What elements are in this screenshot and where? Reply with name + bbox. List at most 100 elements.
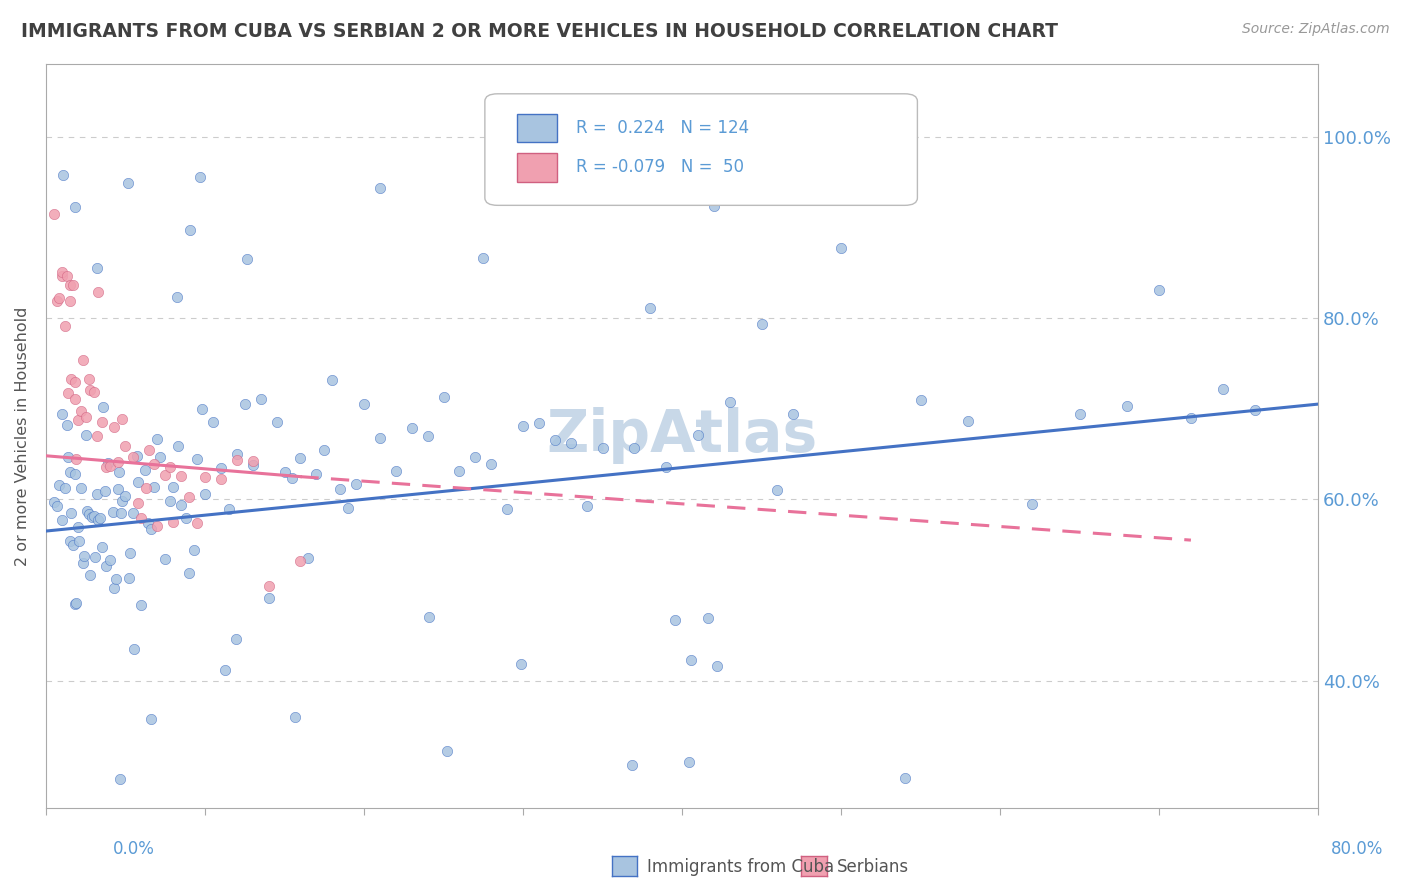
Point	[46, 293, 69, 308]
Text: Immigrants from Cuba: Immigrants from Cuba	[647, 858, 834, 876]
Point	[242, 458, 264, 472]
Point	[65, 597, 87, 611]
Point	[235, 252, 257, 266]
Point	[177, 490, 200, 504]
Point	[155, 467, 177, 482]
Point	[1021, 497, 1043, 511]
Point	[46, 499, 69, 513]
Point	[83, 385, 105, 400]
Point	[98, 458, 121, 473]
Point	[60, 507, 83, 521]
Point	[98, 553, 121, 567]
Point	[766, 483, 789, 498]
Point	[464, 450, 486, 464]
Point	[146, 432, 169, 446]
Point	[77, 507, 100, 521]
Point	[127, 475, 149, 490]
Point	[63, 597, 86, 611]
Point	[76, 503, 98, 517]
Text: Serbians: Serbians	[837, 858, 908, 876]
Point	[167, 439, 190, 453]
Point	[73, 549, 96, 563]
Point	[90, 415, 112, 429]
Point	[55, 268, 77, 283]
Point	[107, 455, 129, 469]
Point	[678, 755, 700, 769]
Point	[233, 397, 256, 411]
Point	[281, 471, 304, 485]
Point	[496, 501, 519, 516]
Point	[170, 498, 193, 512]
Point	[337, 500, 360, 515]
Point	[830, 241, 852, 255]
Point	[86, 487, 108, 501]
Point	[75, 428, 97, 442]
Point	[314, 442, 336, 457]
Point	[242, 454, 264, 468]
Point	[510, 657, 533, 671]
Point	[686, 427, 709, 442]
Point	[108, 465, 131, 479]
Point	[60, 372, 83, 386]
Point	[162, 516, 184, 530]
Point	[194, 487, 217, 501]
Text: IMMIGRANTS FROM CUBA VS SERBIAN 2 OR MORE VEHICLES IN HOUSEHOLD CORRELATION CHAR: IMMIGRANTS FROM CUBA VS SERBIAN 2 OR MOR…	[21, 22, 1059, 41]
Point	[1069, 408, 1091, 422]
Point	[329, 482, 352, 496]
Point	[59, 533, 82, 548]
Point	[143, 458, 166, 472]
Point	[97, 456, 120, 470]
Point	[131, 599, 153, 613]
Point	[138, 443, 160, 458]
Point	[108, 772, 131, 786]
Point	[63, 375, 86, 389]
Point	[782, 407, 804, 421]
Point	[191, 402, 214, 417]
Point	[53, 318, 76, 333]
Point	[122, 450, 145, 464]
Point	[122, 641, 145, 656]
Point	[544, 433, 567, 447]
Point	[139, 522, 162, 536]
Point	[149, 450, 172, 465]
Point	[120, 546, 142, 560]
Text: R =  0.224   N = 124: R = 0.224 N = 124	[576, 119, 749, 137]
Point	[957, 414, 980, 428]
Point	[118, 571, 141, 585]
Point	[125, 449, 148, 463]
Point	[110, 507, 132, 521]
Point	[273, 465, 295, 479]
Point	[134, 462, 156, 476]
Point	[94, 483, 117, 498]
Point	[893, 771, 915, 785]
Point	[83, 509, 105, 524]
Point	[114, 489, 136, 503]
Point	[174, 510, 197, 524]
Point	[53, 481, 76, 495]
Point	[527, 416, 550, 430]
Point	[297, 550, 319, 565]
Point	[368, 431, 391, 445]
Point	[55, 418, 77, 433]
Point	[1180, 411, 1202, 425]
Point	[111, 412, 134, 426]
Point	[63, 392, 86, 407]
Text: Source: ZipAtlas.com: Source: ZipAtlas.com	[1241, 22, 1389, 37]
Point	[416, 428, 439, 442]
Point	[117, 176, 139, 190]
Point	[188, 169, 211, 184]
Point	[638, 301, 661, 315]
Point	[179, 222, 201, 236]
Point	[51, 268, 73, 283]
Text: 0.0%: 0.0%	[112, 840, 155, 858]
Point	[436, 744, 458, 758]
Point	[1116, 399, 1139, 413]
Point	[218, 501, 240, 516]
Point	[401, 421, 423, 435]
Point	[512, 418, 534, 433]
Point	[751, 317, 773, 331]
Point	[66, 520, 89, 534]
Point	[321, 373, 343, 387]
Text: R = -0.079   N =  50: R = -0.079 N = 50	[576, 159, 744, 177]
Point	[418, 610, 440, 624]
